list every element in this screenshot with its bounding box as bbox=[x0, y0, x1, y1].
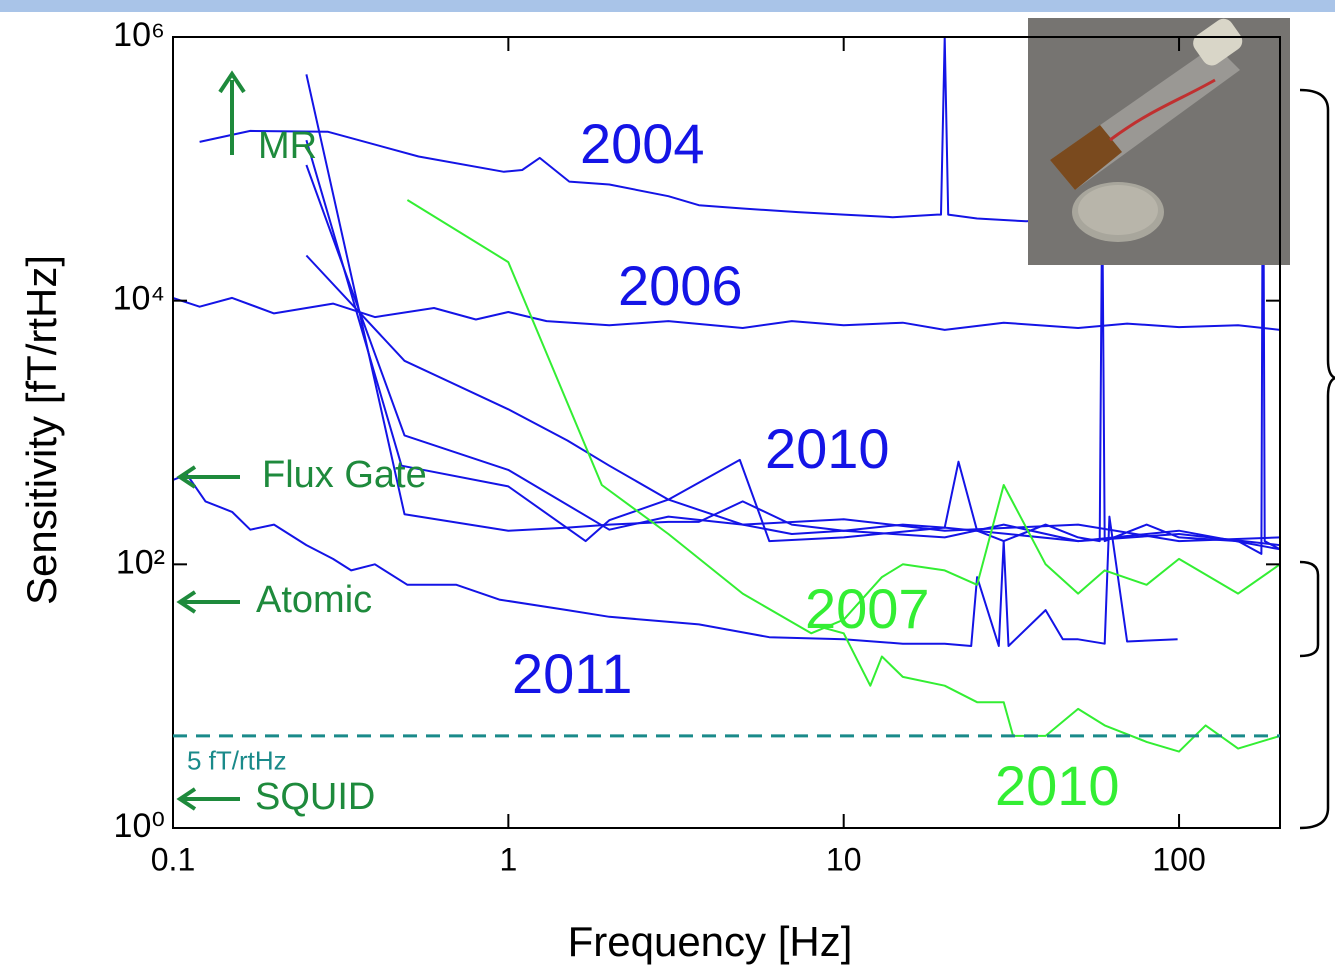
annotation: Atomic bbox=[256, 579, 372, 621]
inset-photo bbox=[1028, 18, 1290, 265]
series-line bbox=[173, 473, 1178, 647]
series-label: 2010 bbox=[995, 754, 1120, 817]
annotation: SQUID bbox=[255, 776, 375, 818]
series-layer bbox=[173, 37, 1280, 753]
y-axis-label: Sensitivity [fT/rtHz] bbox=[18, 255, 65, 605]
y-tick-label: 10⁰ bbox=[114, 807, 165, 845]
series-line bbox=[305, 139, 1280, 547]
annotation: MR bbox=[258, 125, 317, 167]
y-tick-label: 10⁶ bbox=[113, 16, 165, 54]
axes: 0.1 1 10 100 10⁰ 10² 10⁴ 10⁶ 5 fT/rtHz 2004 2006 20… bbox=[113, 16, 1280, 877]
series-label: 2007 bbox=[805, 577, 930, 640]
series-line bbox=[406, 199, 1280, 635]
series-label: 2006 bbox=[618, 254, 743, 317]
reference-label: 5 fT/rtHz bbox=[187, 746, 287, 776]
annotation: Flux Gate bbox=[262, 454, 427, 496]
y-tick-label: 10⁴ bbox=[113, 280, 165, 318]
annotation-arrowhead bbox=[176, 787, 197, 811]
x-tick-label: 1 bbox=[499, 841, 517, 877]
series-line bbox=[173, 296, 1280, 331]
x-tick-label: 0.1 bbox=[151, 841, 195, 877]
plot-frame bbox=[172, 36, 1281, 829]
y-tick-label: 10² bbox=[116, 543, 165, 581]
series-label: 2010 bbox=[765, 417, 890, 480]
top-band bbox=[0, 0, 1335, 12]
series-label: 2011 bbox=[512, 642, 632, 705]
x-tick-label: 100 bbox=[1152, 841, 1205, 877]
series-label: 2004 bbox=[580, 112, 705, 175]
annotation-arrowhead bbox=[218, 70, 246, 94]
series-line bbox=[810, 623, 1280, 753]
series-line bbox=[305, 254, 1280, 551]
braces bbox=[1299, 88, 1335, 830]
annotation-arrowhead bbox=[176, 465, 197, 489]
annotation-arrowhead bbox=[176, 590, 197, 614]
x-axis-label: Frequency [Hz] bbox=[568, 918, 853, 965]
series-line bbox=[199, 37, 1079, 223]
x-tick-label: 10 bbox=[826, 841, 862, 877]
